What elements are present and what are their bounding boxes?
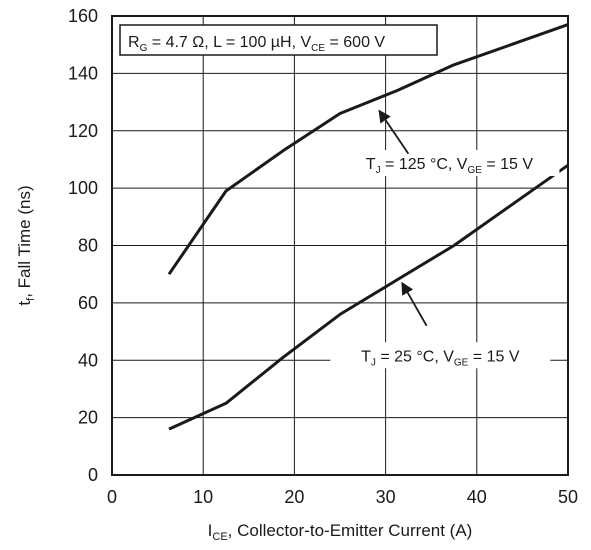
- x-tick-label: 20: [284, 487, 304, 507]
- y-tick-label: 60: [78, 293, 98, 313]
- x-tick-label: 10: [193, 487, 213, 507]
- series-line-1: [167, 23, 569, 276]
- series-label-1: TJ = 125 °C, VGE = 15 V: [366, 156, 534, 176]
- series-group: [167, 23, 569, 431]
- x-tick-label: 0: [107, 487, 117, 507]
- grid: [112, 16, 568, 475]
- series-label-bg-1: [339, 150, 560, 177]
- series-line-2: [168, 163, 569, 431]
- x-axis-label: ICE, Collector-to-Emitter Current (A): [208, 521, 473, 543]
- x-tick-label: 30: [376, 487, 396, 507]
- y-tick-label: 0: [88, 465, 98, 485]
- annotations: RG = 4.7 Ω, L = 100 µH, VCE = 600 V TJ = …: [119, 24, 560, 369]
- x-tick-label: 40: [467, 487, 487, 507]
- annotation-arrow-2: [401, 281, 428, 327]
- y-tick-label: 80: [78, 236, 98, 256]
- conditions-text: RG = 4.7 Ω, L = 100 µH, VCE = 600 V: [128, 34, 385, 54]
- y-tick-label: 120: [68, 121, 98, 141]
- axis-ticks: 0 10 20 30 40 50 0 20 40 60 80 100 120 140 160: [68, 6, 578, 507]
- y-axis-label: tf, Fall Time (ns): [15, 185, 37, 305]
- x-tick-label: 50: [558, 487, 578, 507]
- plot-frame: [111, 15, 569, 476]
- y-tick-label: 40: [78, 350, 98, 370]
- y-tick-label: 160: [68, 6, 98, 26]
- y-tick-label: 100: [68, 178, 98, 198]
- series-label-2: TJ = 25 °C, VGE = 15 V: [361, 348, 520, 368]
- y-tick-label: 140: [68, 63, 98, 83]
- y-tick-label: 20: [78, 408, 98, 428]
- series-label-bg-2: [330, 342, 551, 369]
- annotation-arrow-1: [378, 109, 410, 155]
- conditions-box: [119, 24, 438, 56]
